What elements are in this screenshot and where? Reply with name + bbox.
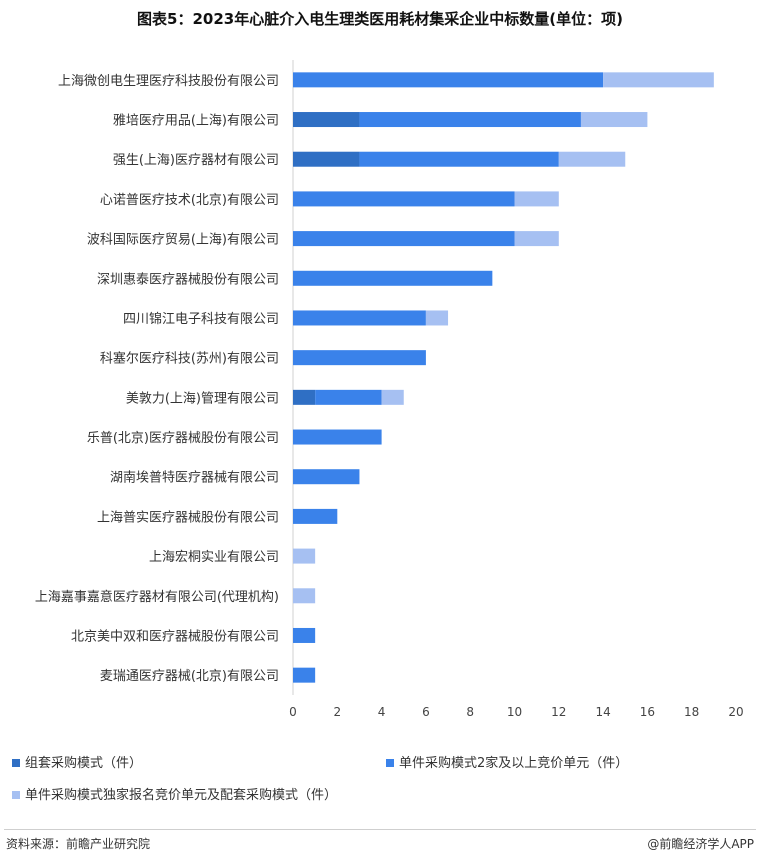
source-note: 资料来源：前瞻产业研究院 bbox=[6, 837, 151, 851]
category-label: 美敦力(上海)管理有限公司 bbox=[126, 390, 279, 406]
x-tick-label: 8 bbox=[466, 705, 474, 719]
category-label: 心诺普医疗技术(北京)有限公司 bbox=[100, 193, 279, 208]
legend-label-multi-bidder: 单件采购模式2家及以上竞价单元（件） bbox=[399, 756, 629, 771]
category-label: 湖南埃普特医疗器械有限公司 bbox=[110, 470, 279, 486]
bar-segment bbox=[558, 151, 626, 167]
bar-segment bbox=[425, 310, 449, 326]
bar-segment bbox=[293, 72, 604, 88]
bar-segment bbox=[293, 270, 493, 286]
legend-swatch-multi-bidder bbox=[386, 758, 394, 767]
bar-segment bbox=[315, 389, 382, 405]
category-label: 麦瑞通医疗器械(北京)有限公司 bbox=[100, 669, 279, 684]
x-tick-label: 10 bbox=[507, 705, 522, 719]
bar-segment bbox=[580, 112, 648, 128]
bar-segment bbox=[293, 350, 426, 366]
category-label: 上海宏桐实业有限公司 bbox=[149, 550, 279, 565]
bar-segment bbox=[293, 627, 316, 643]
bar-segment bbox=[514, 231, 559, 247]
x-tick-label: 12 bbox=[551, 705, 566, 719]
category-label: 强生(上海)医疗器材有限公司 bbox=[113, 153, 279, 168]
legend-label-sole-bidder: 单件采购模式独家报名竞价单元及配套采购模式（件） bbox=[25, 788, 338, 803]
x-tick-label: 4 bbox=[378, 705, 386, 719]
bar-segment bbox=[293, 112, 360, 128]
chart-title: 图表5：2023年心脏介入电生理类医用耗材集采企业中标数量(单位：项) bbox=[137, 10, 623, 28]
x-tick-label: 16 bbox=[640, 705, 655, 719]
category-label: 波科国际医疗贸易(上海)有限公司 bbox=[87, 233, 279, 248]
legend-label-bundle: 组套采购模式（件） bbox=[25, 756, 143, 771]
bar-segment bbox=[293, 310, 426, 326]
category-label: 科塞尔医疗科技(苏州)有限公司 bbox=[100, 351, 279, 367]
x-tick-label: 0 bbox=[289, 705, 297, 719]
bar-segment bbox=[293, 429, 382, 445]
category-label: 雅培医疗用品(上海)有限公司 bbox=[113, 113, 279, 129]
x-tick-label: 20 bbox=[728, 705, 743, 719]
category-label: 上海嘉事嘉意医疗器材有限公司(代理机构) bbox=[35, 589, 279, 605]
legend-item-multi-bidder: 单件采购模式2家及以上竞价单元（件） bbox=[386, 752, 628, 771]
bar-segment bbox=[359, 151, 559, 167]
bar-segment bbox=[293, 469, 360, 485]
x-tick-label: 6 bbox=[422, 705, 430, 719]
bar-segment bbox=[293, 191, 515, 207]
brand-credit: @前瞻经济学人APP bbox=[647, 837, 754, 851]
bar-segment bbox=[293, 231, 515, 247]
legend-swatch-sole-bidder bbox=[12, 790, 20, 799]
legend-item-sole-bidder: 单件采购模式独家报名竞价单元及配套采购模式（件） bbox=[12, 784, 337, 803]
bar-segment bbox=[293, 667, 316, 683]
bar-segment bbox=[293, 151, 360, 167]
bar-segment bbox=[293, 548, 316, 564]
bar-segment bbox=[293, 588, 316, 604]
category-label: 乐普(北京)医疗器械股份有限公司 bbox=[87, 431, 279, 446]
bar-segment bbox=[603, 72, 714, 88]
x-tick-label: 18 bbox=[684, 705, 699, 719]
category-label: 深圳惠泰医疗器械股份有限公司 bbox=[97, 272, 279, 287]
category-label: 北京美中双和医疗器械股份有限公司 bbox=[71, 629, 279, 644]
bar-segment bbox=[293, 389, 316, 405]
category-label: 上海普实医疗器械股份有限公司 bbox=[97, 510, 279, 525]
bar-segment bbox=[381, 389, 404, 405]
footer: 资料来源：前瞻产业研究院 @前瞻经济学人APP bbox=[0, 829, 760, 858]
category-label: 上海微创电生理医疗科技股份有限公司 bbox=[58, 74, 279, 89]
legend-item-bundle: 组套采购模式（件） bbox=[12, 752, 142, 771]
x-tick-label: 14 bbox=[595, 705, 610, 719]
footer-divider bbox=[4, 829, 756, 830]
bar-segment bbox=[514, 191, 559, 207]
bar-segment bbox=[359, 112, 581, 128]
bar-segment bbox=[293, 508, 338, 524]
legend-swatch-bundle bbox=[12, 758, 20, 767]
category-label: 四川锦江电子科技有限公司 bbox=[123, 312, 279, 327]
x-tick-label: 2 bbox=[333, 705, 341, 719]
